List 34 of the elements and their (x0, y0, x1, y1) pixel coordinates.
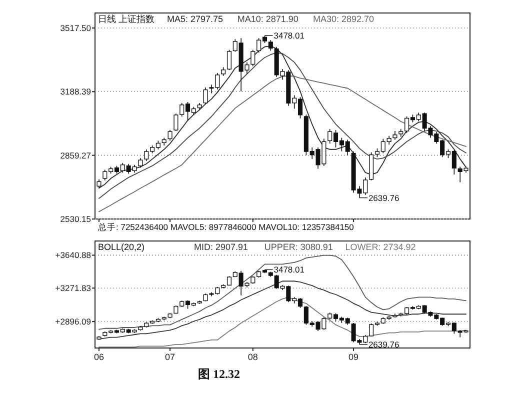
annotation: 3478.01 (274, 264, 305, 275)
chart-title: 日线 上证指数 (98, 14, 155, 24)
candlestick (203, 87, 208, 104)
line-series (98, 296, 466, 348)
chart-title: BOLL(20,2) (98, 242, 145, 252)
y-tick-label: +3271.83 (55, 283, 92, 294)
caption: 图 12.32 (198, 367, 240, 381)
candlestick (226, 49, 232, 70)
x-tick-label: 08 (248, 352, 258, 362)
x-tick-label: 06 (94, 352, 104, 362)
y-tick-label: +3640.88 (55, 250, 92, 260)
y-tick-label: 3188.39 (60, 86, 92, 97)
text: MA5: 2797.75 (167, 14, 224, 24)
y-tick-label: 2859.27 (60, 150, 92, 160)
candlestick (168, 130, 172, 142)
y-tick-label: 2530.15 (60, 214, 92, 224)
text: MA30: 2892.70 (313, 14, 374, 24)
x-tick-label: 07 (165, 352, 176, 362)
y-tick-label: +2896.09 (55, 316, 92, 327)
candlestick (268, 40, 273, 52)
y-tick-label: 3517.50 (60, 22, 92, 33)
candlestick (250, 49, 256, 67)
annotation: 2639.76 (368, 339, 400, 350)
text: MA10: 2871.90 (237, 14, 298, 24)
annotation: 3478.01 (274, 30, 305, 41)
text: MID: 2907.91 (194, 242, 248, 252)
line-series (98, 254, 466, 330)
candlestick (138, 158, 143, 168)
text: LOWER: 2734.92 (345, 242, 416, 252)
text: 总手: 7252436400 MAVOL5: 8977846000 MAVOL10: 12357384150 (97, 222, 354, 232)
annotation: 2639.76 (368, 192, 400, 203)
line-series (98, 280, 466, 340)
series-label: UPPER: 3080.91 (264, 242, 333, 252)
x-tick-label: 09 (348, 352, 359, 362)
